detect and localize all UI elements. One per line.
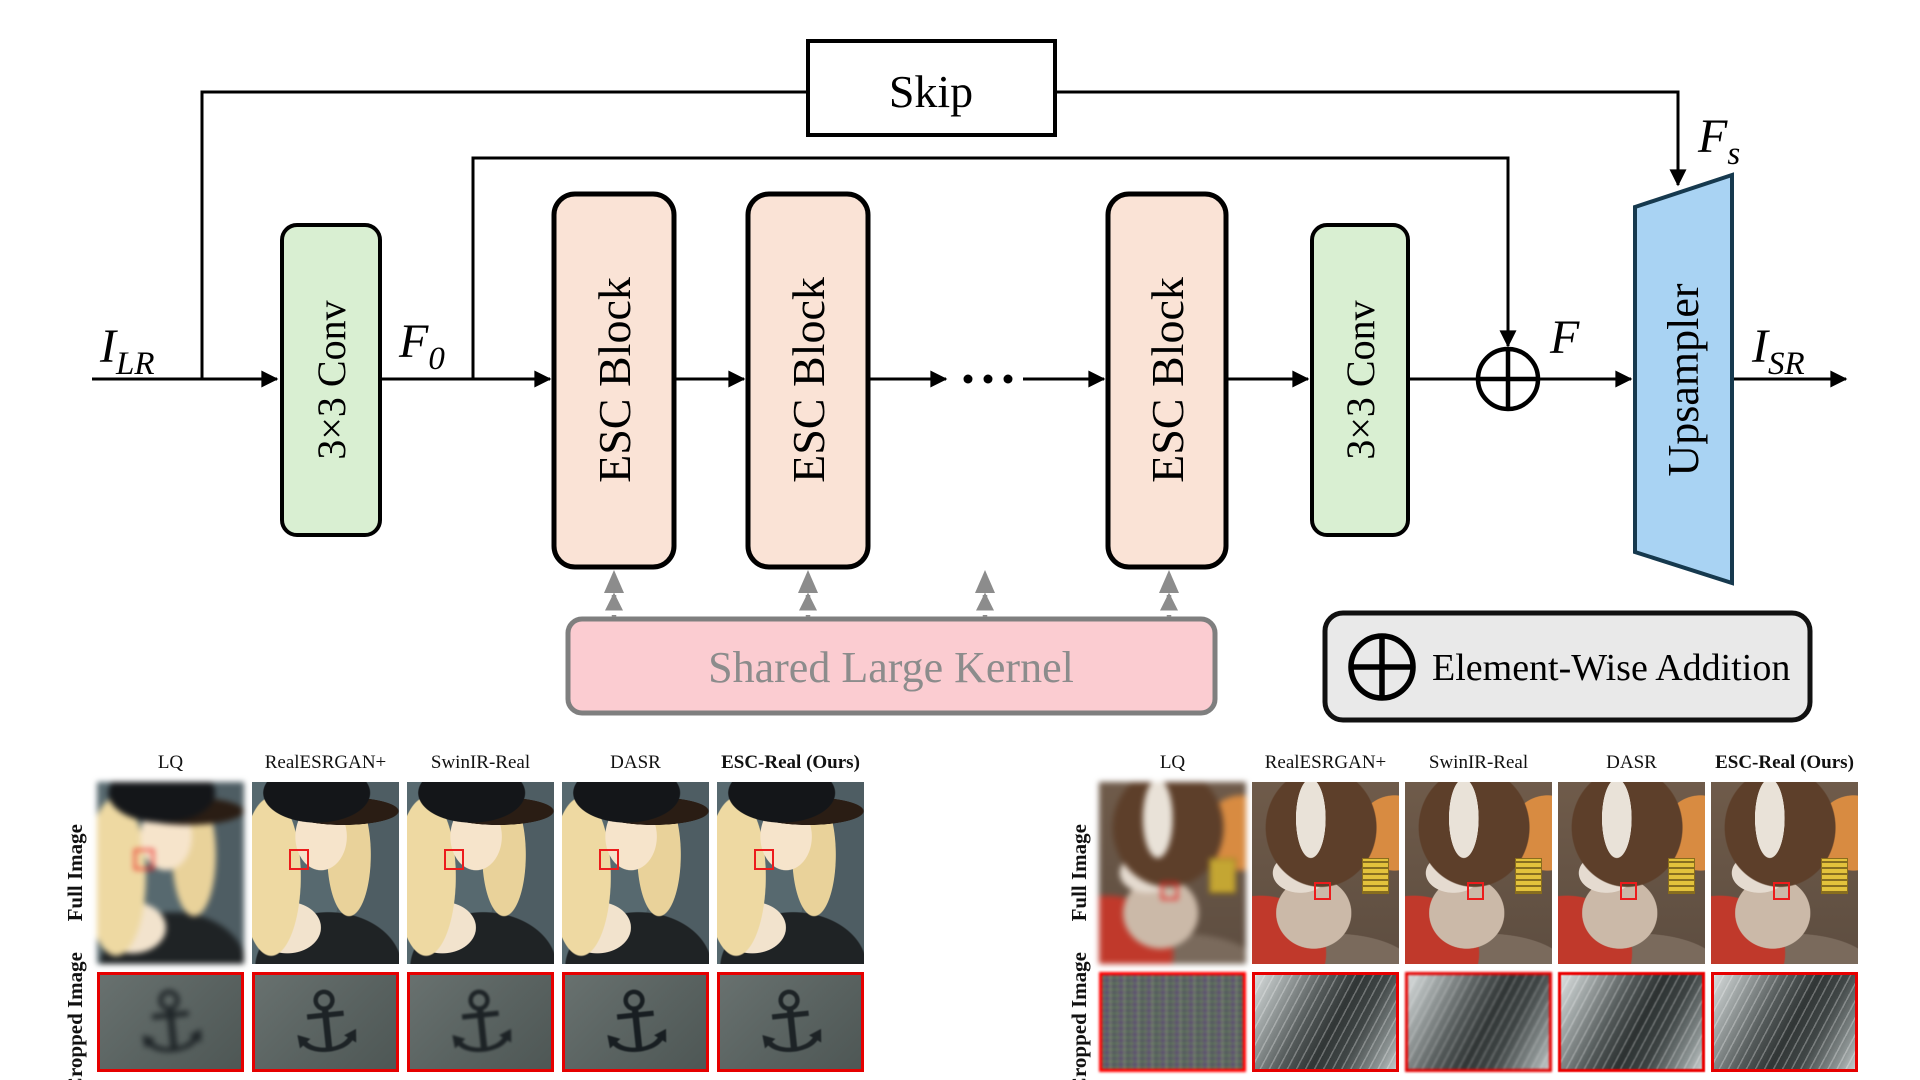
shared-kernel-box: [565, 616, 1218, 716]
anchor-icon: ⚓: [592, 972, 679, 1072]
column-label: RealESRGAN+: [1264, 752, 1387, 773]
wire-skip-right: [1055, 90, 1687, 187]
esc1-label: ESC Block: [589, 277, 640, 483]
legend-label: Element-Wise Addition: [1432, 647, 1790, 689]
comparison-grid-dog: LQ RealESRGAN+ SwinIR-Real DASR ESC-Real…: [1066, 748, 1858, 1080]
add-node: [1475, 346, 1541, 412]
upsampler-shape: [1633, 172, 1734, 586]
full-image-dasr: [562, 782, 709, 964]
crop-marker: [1313, 882, 1331, 901]
everlast-tag: [1361, 858, 1389, 895]
wire-inner-skip: [471, 156, 1517, 379]
f-label: F: [1549, 311, 1580, 364]
column-label: DASR: [1606, 752, 1657, 773]
crop-marker: [288, 849, 309, 871]
f0-label: F0: [398, 315, 445, 377]
fs-label: Fs: [1697, 110, 1740, 172]
conv1-box: [280, 223, 382, 537]
comparison-grid-anime: LQ RealESRGAN+ SwinIR-Real DASR ESC-Real…: [62, 748, 864, 1080]
conv1-label: 3×3 Conv: [309, 300, 354, 459]
anchor-icon: ⚓: [127, 972, 214, 1072]
full-image-dasr: [1558, 782, 1705, 964]
full-image-swinir: [1405, 782, 1552, 964]
crop-marker: [1160, 882, 1178, 901]
skip-label: Skip: [889, 66, 973, 117]
cropped-image-ours: [1711, 972, 1858, 1072]
conv2-box: [1310, 223, 1410, 537]
legend-box: [1322, 610, 1813, 723]
ellipsis-dots: [963, 374, 1013, 384]
cropped-image-dasr: ⚓: [562, 972, 709, 1072]
crop-marker: [1619, 882, 1637, 901]
crop-marker: [133, 849, 154, 871]
cropped-image-dasr: [1558, 972, 1705, 1072]
cropped-image-realesrgan: [1252, 972, 1399, 1072]
output-label: ISR: [1751, 320, 1805, 382]
everlast-tag: [1514, 858, 1542, 895]
column-label: LQ: [1159, 752, 1186, 773]
column-label: SwinIR-Real: [430, 752, 531, 773]
full-image-swinir: [407, 782, 554, 964]
column-label: SwinIR-Real: [1428, 752, 1529, 773]
esc1-box: [551, 191, 677, 570]
full-image-realesrgan: [252, 782, 399, 964]
row-label-cropped: Cropped Image: [63, 951, 87, 1080]
conv2-label: 3×3 Conv: [1338, 300, 1383, 459]
input-label: ILR: [99, 320, 155, 382]
crop-marker: [443, 849, 464, 871]
full-image-lq: [1099, 782, 1246, 964]
full-image-realesrgan: [1252, 782, 1399, 964]
row-label-cropped: Cropped Image: [1067, 951, 1091, 1080]
upsampler-label: Upsampler: [1659, 283, 1708, 476]
esc3-label: ESC Block: [1142, 277, 1193, 483]
crop-marker: [598, 849, 619, 871]
anchor-icon: ⚓: [282, 972, 369, 1072]
wires: [92, 90, 1848, 388]
wire-skip-left: [200, 90, 806, 379]
architecture-diagram: Skip 3×3 Conv ESC Block ESC Block ESC Bl…: [92, 39, 1848, 723]
row-label-full: Full Image: [63, 824, 87, 922]
kernel-feed-arrows: [605, 592, 1178, 617]
column-label: LQ: [157, 752, 184, 773]
kernel-arrowheads: [604, 570, 1179, 593]
column-label-ours: ESC-Real (Ours): [721, 752, 860, 773]
everlast-tag: [1820, 858, 1848, 895]
column-label: RealESRGAN+: [264, 752, 387, 773]
cropped-image-swinir: [1405, 972, 1552, 1072]
column-label-ours: ESC-Real (Ours): [1715, 752, 1854, 773]
full-image-lq: [97, 782, 244, 964]
esc2-label: ESC Block: [783, 277, 834, 483]
cropped-image-ours: ⚓: [717, 972, 864, 1072]
skip-box: [806, 39, 1057, 137]
cropped-image-swinir: ⚓: [407, 972, 554, 1072]
cropped-image-lq: ⚓: [97, 972, 244, 1072]
crop-marker: [753, 849, 774, 871]
row-label-full: Full Image: [1067, 824, 1091, 922]
everlast-tag: [1667, 858, 1695, 895]
anchor-icon: ⚓: [437, 972, 524, 1072]
esc2-box: [745, 191, 871, 570]
crop-marker: [1772, 882, 1790, 901]
cropped-image-realesrgan: ⚓: [252, 972, 399, 1072]
everlast-tag: [1208, 858, 1236, 895]
anchor-icon: ⚓: [747, 972, 834, 1072]
legend-add-icon: [1348, 633, 1416, 701]
full-image-ours: [1711, 782, 1858, 964]
shared-kernel-label: Shared Large Kernel: [708, 643, 1074, 692]
cropped-image-lq: [1099, 972, 1246, 1072]
full-image-ours: [717, 782, 864, 964]
column-label: DASR: [610, 752, 661, 773]
crop-marker: [1466, 882, 1484, 901]
esc3-box: [1105, 191, 1229, 570]
